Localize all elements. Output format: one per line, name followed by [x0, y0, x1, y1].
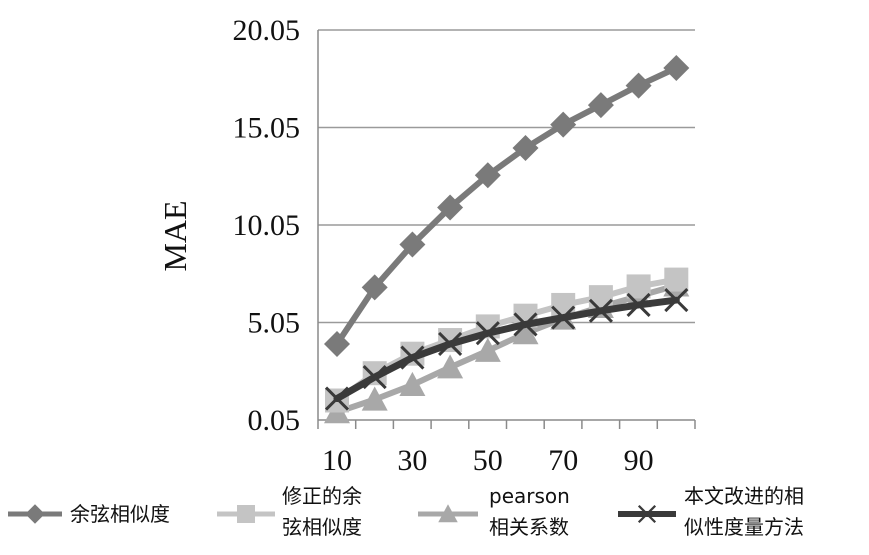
data-point [324, 386, 350, 411]
data-point [475, 321, 500, 346]
data-point [400, 345, 425, 370]
x-tick-label: 50 [473, 444, 503, 477]
y-tick-label: 0.05 [248, 404, 301, 437]
legend-label: 似性度量方法 [684, 515, 804, 539]
marker-stroke [626, 292, 651, 318]
data-point [324, 330, 350, 357]
data-point [587, 92, 614, 119]
data-point [513, 312, 538, 337]
data-point [663, 55, 690, 82]
y-tick-label: 20.05 [233, 14, 301, 47]
data-point [399, 371, 426, 396]
marker-stroke [362, 365, 387, 390]
series-line [334, 282, 680, 416]
data-point [512, 134, 539, 161]
data-point [551, 305, 576, 330]
data-point [362, 365, 387, 390]
x-tick-label: 10 [322, 444, 352, 477]
x-axis-ticks: 10 30 50 70 90 [322, 444, 654, 477]
marker-stroke [324, 386, 350, 411]
data-point [625, 72, 652, 99]
series-1 [324, 55, 690, 357]
data-point [361, 274, 388, 301]
legend-label: 弦相似度 [282, 515, 362, 539]
series-4 [324, 288, 689, 411]
data-point [512, 320, 539, 345]
legend-label: 修正的余 [282, 484, 362, 508]
data-point [438, 331, 463, 357]
y-axis-label: MAE [157, 200, 193, 271]
series-line [334, 65, 680, 347]
data-point [437, 354, 464, 379]
marker-stroke [551, 305, 576, 330]
y-tick-label: 10.05 [233, 209, 301, 242]
data-point [361, 386, 388, 411]
marker-stroke [475, 321, 500, 346]
x-tick-label: 90 [624, 444, 654, 477]
legend-label: 相关系数 [489, 515, 569, 539]
data-point [437, 194, 464, 221]
y-tick-label: 5.05 [248, 307, 301, 340]
marker-stroke [513, 312, 538, 337]
data-point [474, 337, 501, 362]
marker-stroke [637, 504, 657, 524]
legend-marker [25, 504, 45, 524]
legend-label: 本文改进的相 [684, 484, 804, 508]
data-point [664, 288, 689, 313]
y-tick-label: 15.05 [233, 112, 301, 145]
legend-marker [237, 505, 255, 523]
y-axis-ticks: 0.05 5.05 10.05 15.05 20.05 [233, 14, 301, 437]
marker-stroke [664, 288, 689, 313]
legend-item: 余弦相似度 [8, 502, 170, 526]
data-point [550, 111, 577, 138]
legend-label: pearson [489, 484, 570, 508]
data-point [588, 285, 613, 310]
x-tick-label: 30 [397, 444, 427, 477]
data-point [399, 231, 426, 258]
data-point [664, 267, 689, 292]
legend-item: pearson 相关系数 [418, 484, 570, 539]
marker-stroke [400, 345, 425, 370]
axes [317, 30, 696, 429]
legend-label: 余弦相似度 [70, 502, 170, 526]
legend-marker [637, 504, 657, 524]
series-line [333, 296, 680, 403]
marker-stroke [438, 331, 463, 357]
series-layer [324, 55, 690, 424]
data-point [626, 292, 651, 318]
legend-marker [438, 504, 458, 523]
marker-stroke [588, 298, 613, 323]
data-point [474, 162, 501, 189]
data-point [588, 298, 613, 323]
x-tick-label: 70 [548, 444, 578, 477]
data-point [626, 274, 651, 299]
